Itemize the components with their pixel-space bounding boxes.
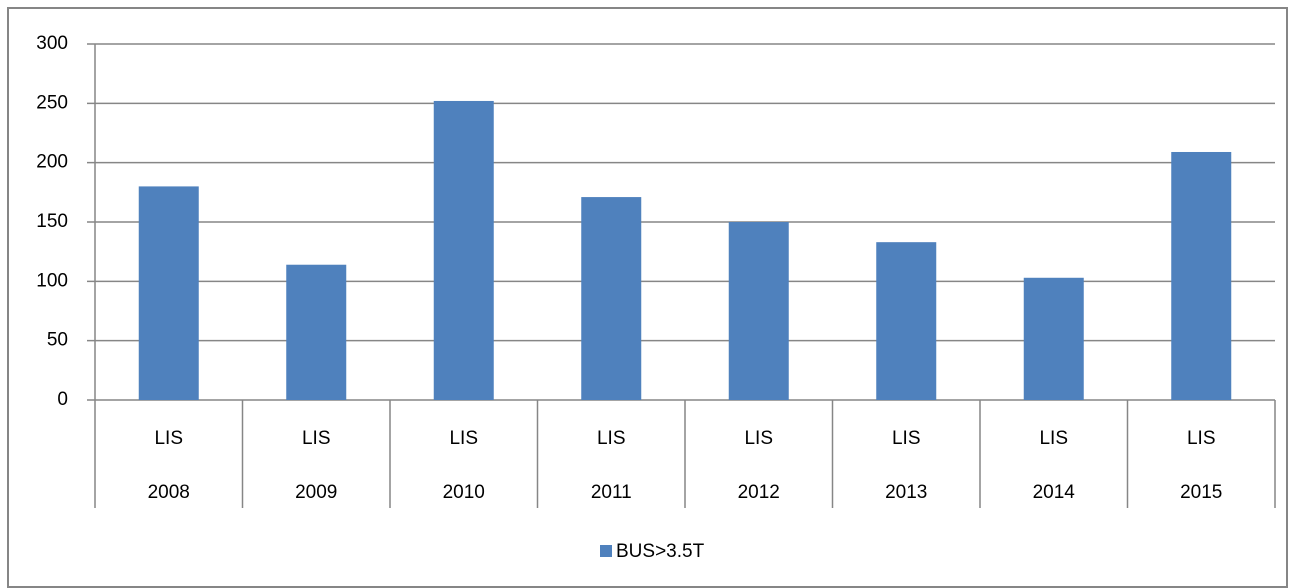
- legend-label: BUS>3.5T: [616, 541, 705, 562]
- y-tick-label: 300: [36, 33, 68, 54]
- x-group-label: 2012: [738, 482, 780, 503]
- y-tick-label: 0: [57, 389, 68, 410]
- y-tick-label: 150: [36, 211, 68, 232]
- y-tick-label: 50: [47, 330, 68, 351]
- y-tick-label: 100: [36, 270, 68, 291]
- bar: [138, 186, 199, 400]
- x-group-label: 2011: [591, 482, 632, 503]
- x-tick-label: LIS: [302, 428, 331, 449]
- x-tick-label: LIS: [597, 428, 626, 449]
- x-group-label: 2009: [295, 482, 337, 503]
- x-group-label: 2015: [1180, 482, 1222, 503]
- x-tick-label: LIS: [892, 428, 921, 449]
- x-group-label: 2013: [885, 482, 927, 503]
- y-tick-label: 200: [36, 152, 68, 173]
- x-group-label: 2008: [148, 482, 190, 503]
- bar: [1023, 277, 1084, 400]
- x-tick-label: LIS: [154, 428, 183, 449]
- bar: [728, 222, 789, 400]
- chart-border: [7, 7, 1288, 588]
- bar: [1171, 151, 1232, 400]
- x-group-label: 2010: [443, 482, 485, 503]
- x-tick-label: LIS: [744, 428, 773, 449]
- x-tick-label: LIS: [1039, 428, 1068, 449]
- x-group-label: 2014: [1033, 482, 1076, 503]
- legend-swatch: [600, 545, 612, 557]
- bar: [876, 242, 937, 400]
- x-tick-label: LIS: [1187, 428, 1216, 449]
- bar: [581, 197, 642, 400]
- bar: [286, 264, 347, 400]
- bar: [433, 100, 494, 401]
- y-tick-label: 250: [36, 92, 68, 113]
- x-tick-label: LIS: [449, 428, 478, 449]
